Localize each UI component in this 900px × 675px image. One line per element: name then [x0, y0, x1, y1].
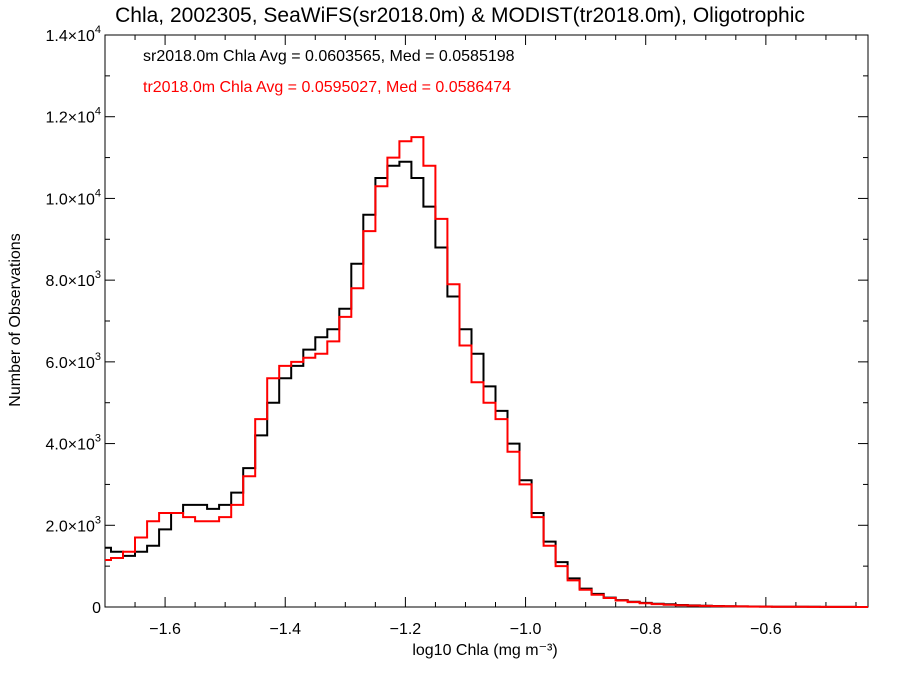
y-tick-mantissa: 1.2×10 [45, 110, 94, 127]
annotation-sr: sr2018.0m Chla Avg = 0.0603565, Med = 0.… [143, 48, 515, 65]
x-tick-label: −0.8 [630, 621, 662, 638]
series-line-1 [105, 136, 868, 608]
y-tick-exponent: 4 [95, 24, 101, 36]
y-tick-mantissa: 8.0×10 [45, 273, 94, 290]
y-tick-label: 8.0×103 [45, 269, 101, 290]
y-axis-label: Number of Observations [7, 233, 24, 406]
x-tick-label: −1.6 [149, 621, 181, 638]
y-tick-exponent: 3 [95, 433, 101, 445]
annotation-tr: tr2018.0m Chla Avg = 0.0595027, Med = 0.… [143, 79, 511, 96]
y-tick-label: 1.0×104 [45, 187, 101, 208]
x-tick-label: −1.2 [390, 621, 422, 638]
x-axis-label: log10 Chla (mg m⁻³) [412, 642, 557, 659]
y-tick-exponent: 3 [95, 351, 101, 363]
y-tick-label: 6.0×103 [45, 351, 101, 372]
chart-title: Chla, 2002305, SeaWiFS(sr2018.0m) & MODI… [115, 4, 805, 27]
y-tick-mantissa: 6.0×10 [45, 355, 94, 372]
y-tick-mantissa: 1.4×10 [45, 28, 94, 45]
y-tick-label: 2.0×103 [45, 514, 101, 535]
x-tick-label: −1.4 [269, 621, 301, 638]
y-tick-label: 1.4×104 [45, 24, 101, 45]
y-tick-mantissa: 2.0×10 [45, 518, 94, 535]
y-tick-exponent: 4 [95, 187, 101, 199]
y-tick-mantissa: 0 [92, 600, 101, 617]
y-tick-exponent: 3 [95, 514, 101, 526]
y-tick-mantissa: 4.0×10 [45, 437, 94, 454]
y-tick-label: 0 [92, 600, 101, 617]
y-tick-label: 1.2×104 [45, 106, 101, 127]
y-tick-exponent: 3 [95, 269, 101, 281]
y-tick-exponent: 4 [95, 106, 101, 118]
x-tick-label: −0.6 [750, 621, 782, 638]
x-tick-label: −1.0 [510, 621, 542, 638]
y-tick-mantissa: 1.0×10 [45, 191, 94, 208]
y-tick-label: 4.0×103 [45, 433, 101, 454]
